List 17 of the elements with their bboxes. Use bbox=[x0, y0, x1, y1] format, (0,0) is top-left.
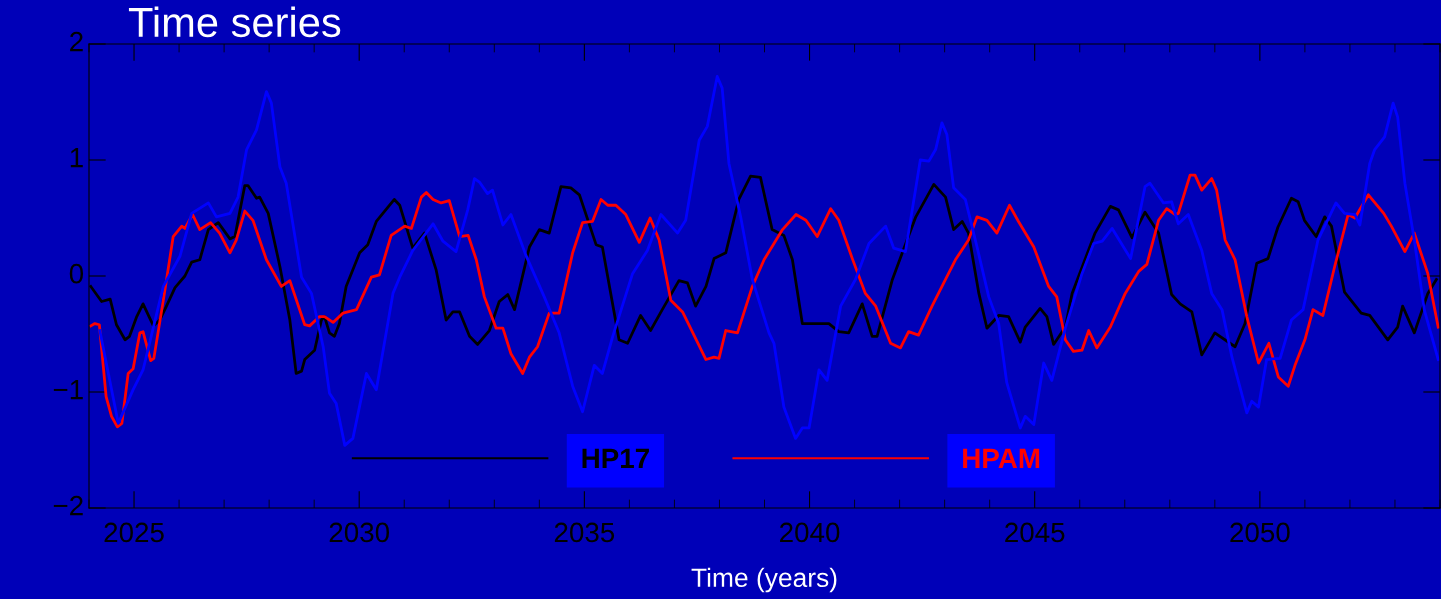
x-tick-label: 2035 bbox=[554, 522, 615, 543]
text: HP17 bbox=[582, 448, 649, 468]
line-series bbox=[89, 173, 1440, 429]
x-tick-label: 2025 bbox=[104, 522, 164, 543]
x-tick-label: 2045 bbox=[1005, 522, 1065, 543]
x-tick-label: 2030 bbox=[329, 522, 390, 543]
y-tick-label: 2 bbox=[70, 31, 83, 52]
y-tick-label: 1 bbox=[70, 148, 83, 168]
line-series bbox=[98, 75, 1440, 447]
chart-title: Time series bbox=[128, 6, 341, 38]
x-axis-title: Time (years) bbox=[691, 567, 837, 593]
text: HPAM bbox=[963, 448, 1040, 468]
x-tick-label: 2050 bbox=[1230, 522, 1290, 543]
y-tick-label: 0 bbox=[69, 263, 84, 284]
x-tick-label: 2040 bbox=[780, 522, 840, 543]
y-tick-label: −2 bbox=[53, 495, 83, 516]
y-tick-label: −1 bbox=[53, 380, 83, 400]
